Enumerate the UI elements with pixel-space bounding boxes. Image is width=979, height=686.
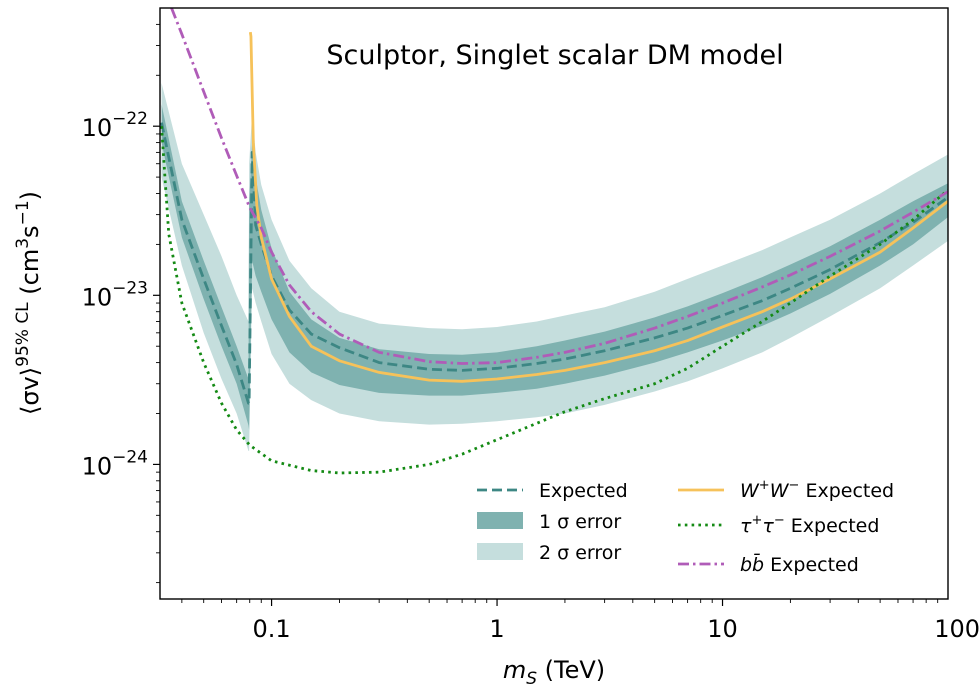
y-axis-main: ⟨σv⟩ [16,367,44,415]
x-axis-title: mS (TeV) [503,656,605,686]
band1-legend-swatch [477,512,523,529]
band2-legend-label: 2 σ error [539,542,621,564]
y-tick-base: 10 [82,283,113,311]
expected-legend-label: Expected [539,480,628,502]
plot-area [160,8,948,475]
y-tick-exponent: −23 [112,278,148,298]
x-tick-label: 0.1 [252,615,290,643]
y-tick-label: 10−24 [82,447,148,480]
x-axis-symbol: m [503,656,526,684]
ww-line [248,31,948,383]
tautau-legend-label: τ+τ− Expected [740,513,879,537]
x-tick-label: 1 [489,615,504,643]
y-axis-unit-exp1: 3 [13,238,33,249]
band1-band [161,104,948,430]
x-tick-label: 100 [934,615,979,643]
y-tick-label: 10−22 [82,109,148,142]
y-axis-unit-close: ) [16,191,44,200]
annotation-text: Sculptor, Singlet scalar DM model [326,40,783,71]
y-axis-superscript: 95% CL [13,302,33,367]
y-axis-unit-exp2: −1 [13,200,33,225]
band1-legend-label: 1 σ error [539,511,621,533]
y-tick-base: 10 [82,452,113,480]
y-tick-exponent: −24 [112,447,148,467]
x-tick-label: 10 [707,615,738,643]
band2-legend-swatch [477,543,523,560]
y-tick-exponent: −22 [112,109,148,129]
y-tick-base: 10 [82,114,113,142]
legend: Expected 1 σ error 2 σ error W+W− Expected τ… [477,478,894,576]
y-tick-label: 10−23 [82,278,148,311]
y-axis-title: ⟨σv⟩95% CL (cm3s−1) [13,191,44,415]
x-axis-subscript: S [526,669,537,686]
y-axis-unit-open: (cm [16,249,44,303]
ww-legend-label: W+W− Expected [740,478,894,502]
plot-frame [159,7,949,600]
bb-legend-label: bb̄ Expected [740,552,859,576]
expected-line [160,122,948,405]
x-axis-unit: (TeV) [537,656,605,684]
y-axis-unit-mid: s [16,225,44,238]
bb-line [170,8,948,365]
